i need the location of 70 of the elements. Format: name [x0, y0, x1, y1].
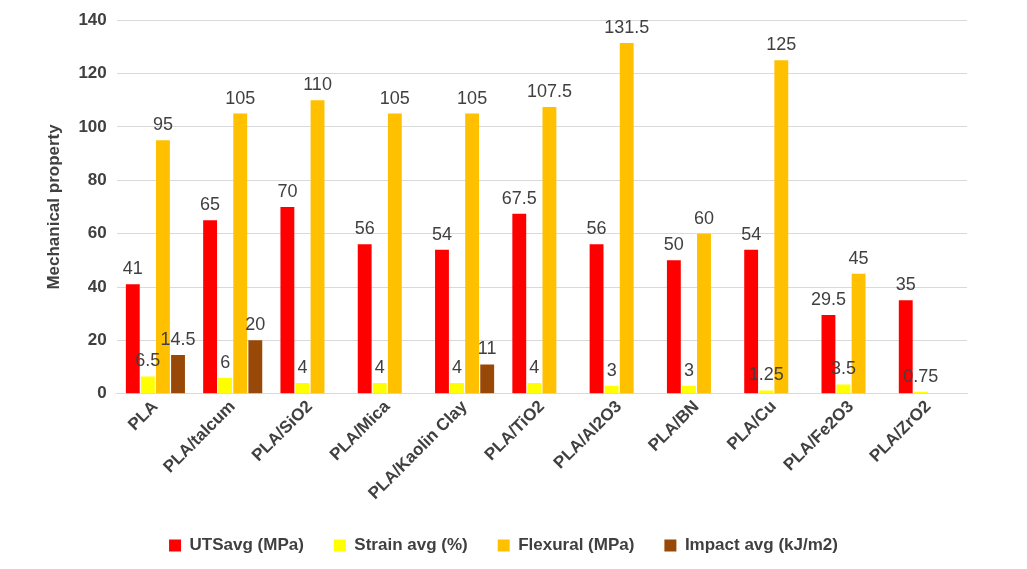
- bar: [248, 340, 263, 394]
- data-label: 4: [374, 357, 385, 378]
- y-tick-label: 40: [87, 276, 107, 296]
- bar: [171, 355, 185, 394]
- bar: [542, 106, 557, 394]
- bar: [682, 385, 696, 394]
- bar: [759, 390, 774, 394]
- data-label: 131.5: [604, 16, 650, 37]
- data-label: 56: [586, 218, 607, 239]
- bar: [387, 113, 402, 394]
- bar: [203, 220, 218, 394]
- bar: [435, 249, 449, 394]
- y-tick-label: 20: [87, 330, 107, 350]
- y-tick-label: 100: [78, 116, 107, 136]
- data-label: 54: [431, 223, 452, 244]
- bar: [372, 383, 387, 394]
- bar: [357, 244, 372, 394]
- y-tick-label: 60: [87, 223, 107, 243]
- data-label: 41: [122, 258, 143, 279]
- bar: [697, 233, 711, 394]
- y-axis-title: Mechanical property: [43, 123, 63, 290]
- y-tick-label: 140: [78, 9, 107, 29]
- legend-label: Impact avg (kJ/m2): [684, 535, 838, 555]
- bar: [310, 100, 325, 394]
- bar: [527, 383, 542, 394]
- data-label: 50: [663, 234, 684, 255]
- data-label: 125: [766, 34, 797, 55]
- data-label: 1.25: [748, 364, 784, 385]
- bar: [295, 383, 310, 394]
- data-label: 3: [683, 359, 694, 380]
- data-label: 11: [477, 338, 497, 359]
- data-label: 105: [225, 87, 256, 108]
- data-label: 60: [693, 207, 715, 228]
- bar: [512, 213, 527, 394]
- data-label: 4: [452, 357, 463, 378]
- legend-label: UTSavg (MPa): [189, 535, 304, 555]
- bar: [218, 377, 233, 394]
- bar: [280, 206, 295, 394]
- data-label: 4: [529, 357, 540, 378]
- bar: [480, 364, 495, 394]
- bar: [233, 113, 248, 394]
- bar: [619, 42, 634, 394]
- data-label: 35: [895, 274, 916, 295]
- data-label: 105: [457, 87, 488, 108]
- bar: [450, 383, 464, 394]
- data-label: 3: [606, 359, 617, 380]
- bar: [836, 384, 851, 394]
- data-label: 54: [741, 223, 762, 244]
- y-tick-label: 80: [87, 169, 107, 189]
- data-label: 95: [152, 114, 173, 135]
- data-label: 65: [200, 194, 221, 215]
- data-label: 6: [220, 351, 231, 372]
- data-label: 70: [277, 180, 298, 201]
- data-label: 45: [848, 247, 869, 268]
- bar: [604, 385, 619, 394]
- data-label: 56: [354, 218, 375, 239]
- bar: [465, 113, 480, 394]
- bar: [666, 260, 681, 394]
- data-label: 29.5: [810, 288, 846, 309]
- bar: [140, 376, 155, 394]
- legend-label: Strain avg (%): [354, 535, 468, 555]
- data-label: 67.5: [501, 187, 537, 208]
- data-label: 105: [379, 87, 410, 108]
- data-label: 110: [303, 74, 332, 95]
- data-label: 107.5: [526, 80, 572, 101]
- bar: [589, 244, 604, 394]
- y-tick-label: 120: [78, 63, 107, 83]
- y-tick-label: 0: [97, 383, 107, 403]
- legend-label: Flexural (MPa): [518, 535, 635, 555]
- data-label: 4: [297, 357, 308, 378]
